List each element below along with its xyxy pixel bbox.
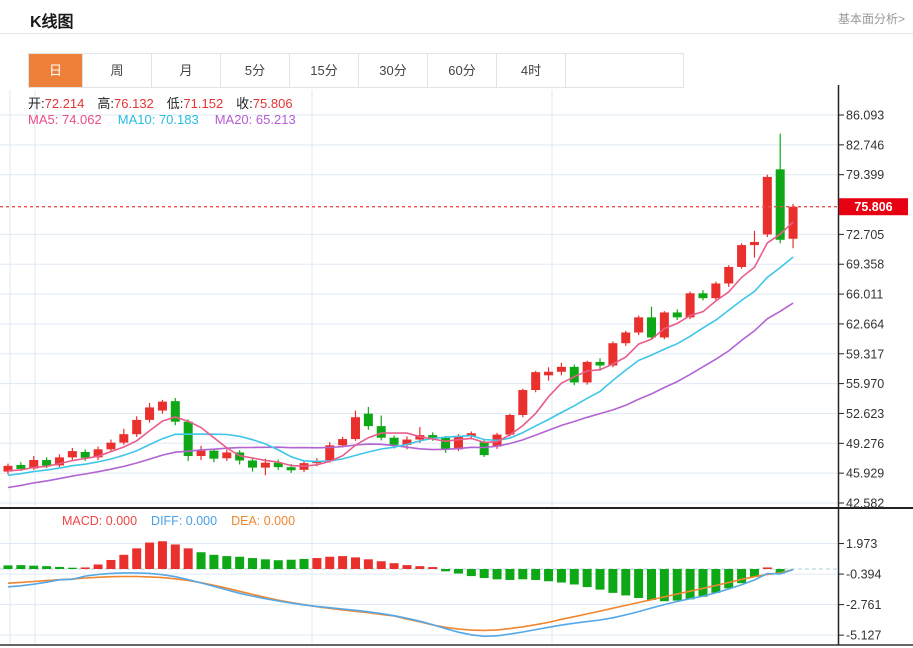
- high-value: 76.132: [114, 96, 154, 111]
- svg-text:82.746: 82.746: [846, 138, 884, 152]
- ma20-line: [7, 302, 794, 489]
- ma10-legend: MA10: 70.183: [117, 112, 199, 127]
- svg-text:-2.761: -2.761: [846, 598, 881, 612]
- svg-text:69.358: 69.358: [846, 258, 884, 272]
- svg-text:86.093: 86.093: [846, 109, 884, 123]
- ma10-line: [7, 256, 794, 477]
- dea-value-legend: DEA: 0.000: [231, 514, 296, 528]
- svg-text:49.276: 49.276: [846, 437, 884, 451]
- svg-text:-0.394: -0.394: [846, 568, 881, 582]
- tab-day[interactable]: 日: [29, 54, 83, 87]
- macd-histogram: [3, 541, 785, 602]
- tab-30min[interactable]: 30分: [359, 54, 428, 87]
- high-label: 高:: [97, 96, 115, 111]
- tab-filler: [566, 54, 683, 87]
- svg-text:75.806: 75.806: [854, 200, 892, 214]
- svg-text:66.011: 66.011: [846, 288, 883, 302]
- macd-value-legend: MACD: 0.000: [62, 514, 138, 528]
- gridlines: [0, 90, 838, 644]
- current-price-tag: 75.806: [839, 198, 908, 216]
- ohlc-legend: 开:72.214 高:76.132 低:71.152 收:75.806: [28, 93, 306, 112]
- close-value: 75.806: [252, 96, 293, 111]
- tab-5min[interactable]: 5分: [221, 54, 290, 87]
- low-value: 71.152: [183, 96, 224, 111]
- ma5-line: [7, 221, 794, 472]
- close-label: 收:: [236, 96, 253, 111]
- open-label: 开:: [28, 96, 45, 111]
- low-label: 低:: [166, 96, 184, 111]
- diff-line: [7, 568, 794, 638]
- ma20-legend: MA20: 65.213: [214, 112, 296, 127]
- open-value: 72.214: [44, 96, 85, 111]
- svg-text:42.582: 42.582: [846, 496, 884, 510]
- fundamental-analysis-link[interactable]: 基本面分析>: [837, 12, 905, 26]
- svg-text:62.664: 62.664: [846, 317, 884, 331]
- axis-labels: 86.093 82.746 79.399 72.705 69.358 66.011 62.6…: [838, 109, 884, 643]
- tab-week[interactable]: 周: [83, 54, 152, 87]
- ma-legend: MA5: 74.062 MA10: 70.183 MA20: 65.213: [28, 112, 312, 127]
- macd-legend: MACD: 0.000 DIFF: 0.000 DEA: 0.000: [62, 514, 309, 528]
- tab-month[interactable]: 月: [152, 54, 221, 87]
- svg-text:72.705: 72.705: [846, 228, 884, 242]
- candles: [3, 133, 798, 476]
- header-divider: [0, 33, 913, 34]
- svg-text:59.317: 59.317: [846, 347, 884, 361]
- period-tabs: 日 周 月 5分 15分 30分 60分 4时: [28, 53, 684, 88]
- svg-text:1.973: 1.973: [846, 537, 877, 551]
- svg-text:45.929: 45.929: [846, 467, 884, 481]
- svg-text:55.970: 55.970: [846, 377, 884, 391]
- tab-15min[interactable]: 15分: [290, 54, 359, 87]
- tab-4hour[interactable]: 4时: [497, 54, 566, 87]
- svg-text:-5.127: -5.127: [846, 629, 881, 643]
- tab-60min[interactable]: 60分: [428, 54, 497, 87]
- svg-text:52.623: 52.623: [846, 407, 884, 421]
- page-title: K线图: [30, 14, 74, 31]
- svg-text:79.399: 79.399: [846, 168, 884, 182]
- ma5-legend: MA5: 74.062: [28, 112, 102, 127]
- diff-value-legend: DIFF: 0.000: [151, 514, 218, 528]
